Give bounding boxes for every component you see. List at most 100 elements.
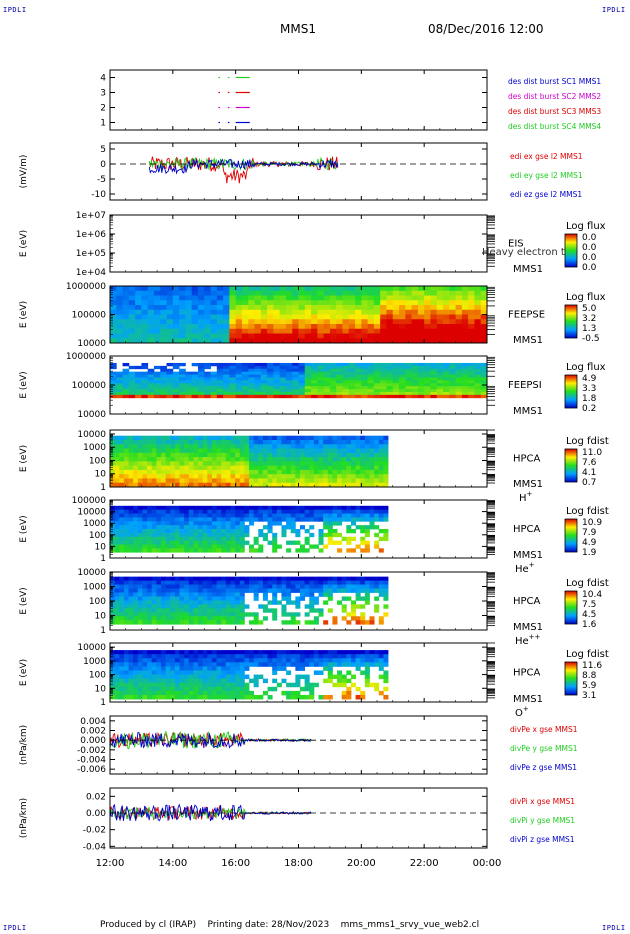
heatmap-cell (254, 290, 262, 296)
heatmap-cell (210, 386, 218, 390)
heatmap-cell (235, 650, 241, 655)
heatmap-cell (188, 536, 194, 541)
heatmap-cell (323, 592, 329, 597)
heatmap-cell (383, 509, 389, 514)
heatmap-cell (235, 439, 241, 445)
heatmap-cell (249, 694, 255, 700)
heatmap-cell (346, 525, 352, 530)
heatmap-cell (119, 548, 125, 553)
heatmap-cell (292, 371, 299, 375)
heatmap-cell (122, 380, 130, 384)
heatmap-cell (253, 465, 259, 471)
heatmap-cell (137, 690, 143, 696)
heatmap-cell (202, 521, 208, 526)
heatmap-cell (254, 333, 262, 339)
heatmap-cell (279, 286, 287, 292)
heatmap-cell (230, 666, 236, 671)
heatmap-cell (260, 295, 268, 301)
heatmap-cell (430, 333, 438, 339)
heatmap-cell (216, 529, 222, 534)
heatmap-cell (216, 592, 222, 597)
heatmap-cell (216, 670, 222, 675)
heatmap-cell (185, 383, 193, 387)
heatmap-cell (156, 592, 162, 597)
heatmap-cell (119, 694, 125, 700)
heatmap-cell (449, 286, 456, 292)
heatmap-cell (110, 608, 116, 613)
heatmap-cell (455, 328, 463, 334)
heatmap-cell (258, 674, 264, 680)
heatmap-cell (137, 674, 143, 680)
heatmap-cell (399, 362, 406, 367)
panel-frame (109, 787, 488, 849)
heatmap-cell (378, 529, 384, 534)
heatmap-cell (128, 662, 134, 667)
heatmap-cell (128, 389, 136, 393)
heatmap-cell (184, 532, 190, 538)
heatmap-cell (468, 314, 475, 320)
heatmap-cell (172, 314, 180, 320)
heatmap-cell (355, 338, 362, 344)
heatmap-cell (193, 474, 199, 479)
heatmap-cell (184, 536, 190, 541)
heatmap-cell (364, 592, 370, 597)
heatmap-cell (337, 674, 343, 680)
heatmap-cell (165, 444, 171, 449)
heatmap-cell (172, 377, 180, 381)
heatmap-cell (137, 584, 143, 589)
heatmap-cell (276, 544, 282, 549)
heatmap-cell (327, 540, 333, 545)
heatmap-cell (202, 678, 208, 684)
heatmap-cell (179, 682, 185, 688)
heatmap-cell (156, 600, 162, 605)
heatmap-cell (355, 295, 362, 301)
heatmap-cell (285, 324, 293, 330)
heatmap-cell (360, 670, 366, 675)
heatmap-cell (116, 290, 123, 296)
heatmap-cell (114, 604, 120, 609)
heatmap-cell (170, 529, 176, 534)
heatmap-cell (254, 368, 262, 373)
heatmap-cell (337, 540, 343, 545)
heatmap-cell (318, 482, 324, 488)
heatmap-cell (360, 662, 366, 667)
heatmap-cell (254, 314, 262, 320)
heatmap-cell (207, 674, 213, 680)
heatmap-cell (221, 576, 227, 581)
heatmap-cell (262, 580, 268, 585)
heatmap-cell (455, 314, 463, 320)
heatmap-cell (137, 435, 143, 441)
heatmap-cell (290, 654, 296, 659)
heatmap-cell (267, 333, 274, 339)
heatmap-cell (279, 314, 287, 320)
heatmap-cell (141, 362, 149, 367)
heatmap-cell (267, 314, 274, 320)
heatmap-cell (267, 465, 273, 471)
heatmap-cell (216, 286, 224, 292)
heatmap-cell (160, 478, 166, 484)
heatmap-cell (128, 654, 134, 659)
heatmap-cell (364, 525, 370, 530)
heatmap-cell (197, 295, 205, 301)
heatmap-cell (170, 654, 176, 659)
overlay-text: Heavy electron to (482, 247, 571, 258)
heatmap-cell (248, 377, 255, 381)
heatmap-cell (276, 452, 282, 458)
heatmap-cell (170, 604, 176, 609)
heatmap-cell (116, 309, 123, 315)
heatmap-cell (153, 394, 161, 399)
heatmap-cell (225, 596, 231, 601)
heatmap-cell (299, 513, 306, 518)
heatmap-cell (179, 324, 186, 330)
heatmap-cell (329, 295, 337, 301)
heatmap-cell (151, 670, 157, 675)
heatmap-cell (133, 600, 139, 605)
heatmap-cell (327, 596, 333, 601)
heatmap-cell (174, 457, 180, 462)
heatmap-cell (323, 328, 331, 334)
heatmap-cell (461, 371, 469, 375)
heatmap-cell (350, 600, 356, 605)
heatmap-cell (383, 513, 389, 518)
heatmap-cell (318, 448, 324, 454)
heatmap-cell (254, 319, 262, 325)
